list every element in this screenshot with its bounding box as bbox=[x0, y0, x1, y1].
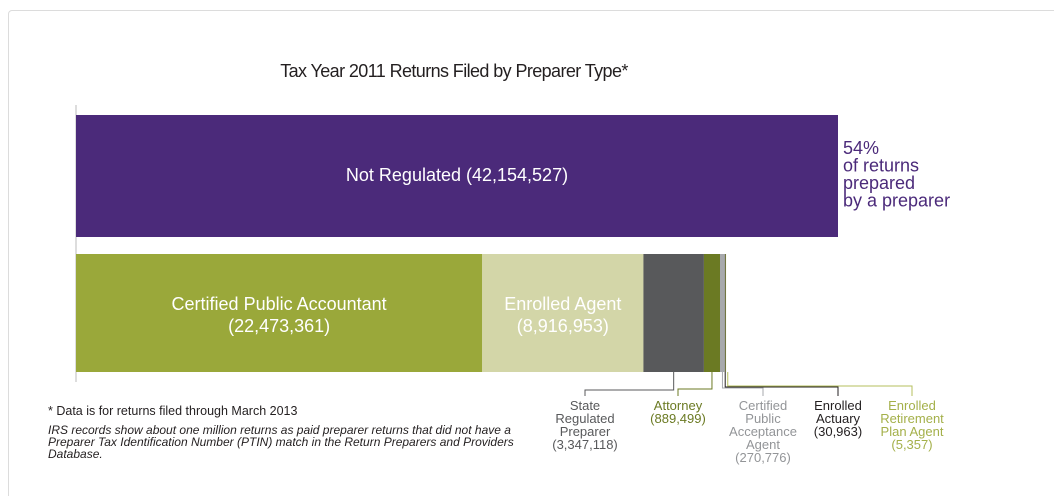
callout: Enrolled Retirement Plan Agent (5,357) bbox=[870, 399, 954, 451]
annotation: by a preparer bbox=[843, 190, 950, 210]
leader-line bbox=[724, 372, 839, 396]
bar-segment bbox=[643, 254, 704, 372]
annotation: 54% bbox=[843, 138, 879, 158]
value-label: (42,154,527) bbox=[466, 165, 568, 185]
bar-segment bbox=[720, 254, 725, 372]
leader-line bbox=[721, 372, 764, 396]
bar-label: Not Regulated (42,154,527) bbox=[346, 165, 568, 185]
bar-segment bbox=[703, 254, 721, 372]
chart-title: Tax Year 2011 Returns Filed by Preparer … bbox=[280, 61, 628, 81]
leader-line bbox=[727, 372, 913, 396]
footnote: * Data is for returns filed through Marc… bbox=[48, 404, 298, 418]
segment-name: Not Regulated bbox=[346, 165, 461, 185]
bar-segment bbox=[724, 254, 726, 372]
value-label: (22,473,361) bbox=[228, 316, 330, 336]
annotation: prepared bbox=[843, 173, 915, 193]
segment-name: Enrolled Actuary bbox=[814, 398, 862, 426]
bar-segment bbox=[76, 254, 483, 372]
segment-name: Certified Public Acceptance Agent bbox=[729, 398, 797, 452]
segment-name: Attorney bbox=[653, 398, 703, 413]
leader-line bbox=[584, 372, 675, 396]
callout: Certified Public Acceptance Agent (270,77… bbox=[721, 399, 805, 464]
bar-segment bbox=[76, 115, 838, 237]
frame bbox=[8, 10, 1054, 496]
value-label: (5,357) bbox=[891, 437, 933, 452]
bar-segment bbox=[482, 254, 644, 372]
segment-name: Enrolled Agent bbox=[504, 294, 621, 314]
segment-name: State Regulated Preparer bbox=[555, 398, 615, 439]
value-label: (3,347,118) bbox=[552, 437, 618, 452]
bar-segment bbox=[725, 254, 727, 372]
segment-name: Certified Public Accountant bbox=[172, 294, 387, 314]
callout: State Regulated Preparer (3,347,118) bbox=[543, 399, 627, 451]
annotation: of returns bbox=[843, 155, 919, 175]
value-label: (270,776) bbox=[735, 450, 791, 465]
callout: Enrolled Actuary (30,963) bbox=[796, 399, 880, 438]
leader-line bbox=[677, 372, 713, 396]
callout: Attorney (889,499) bbox=[636, 399, 720, 425]
footnote: IRS records show about one million retur… bbox=[48, 423, 514, 461]
value-label: (30,963) bbox=[813, 424, 863, 439]
segment-name: Enrolled Retirement Plan Agent bbox=[880, 398, 944, 439]
value-label: (889,499) bbox=[650, 411, 706, 426]
value-label: (8,916,953) bbox=[517, 316, 609, 336]
